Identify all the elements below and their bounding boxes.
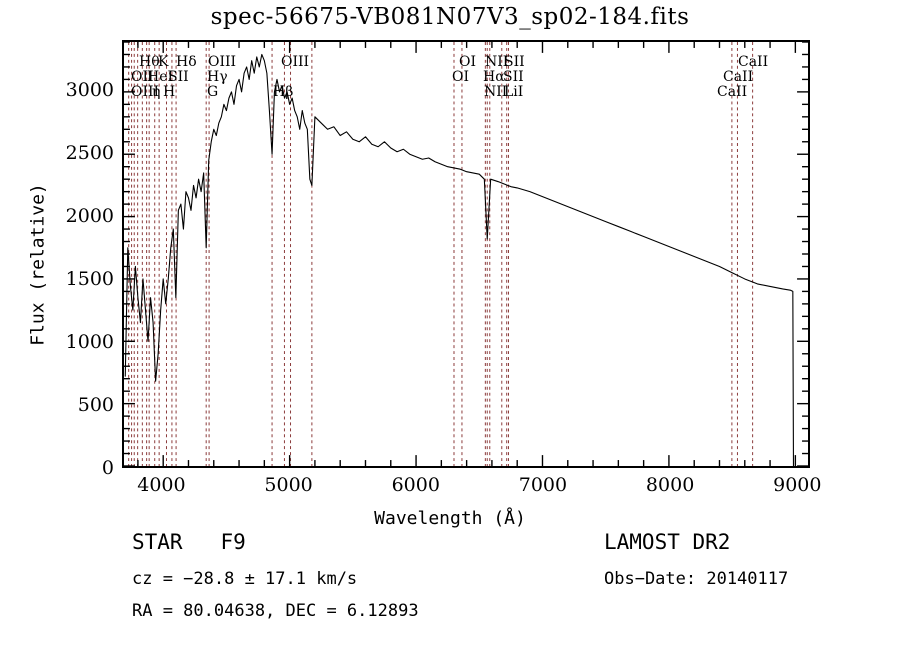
spectral-line-label: Hθ (139, 54, 160, 70)
spectral-line-label: NII (484, 84, 508, 100)
y-axis-title: Flux (relative) (27, 183, 49, 346)
spectral-line-label: OII (131, 69, 154, 85)
x-axis-title: Wavelength (Å) (374, 508, 526, 529)
x-tick-label: 4000 (137, 474, 186, 496)
spectrum-svg (124, 42, 808, 466)
x-tick-label: 9000 (773, 474, 822, 496)
spectral-line-label: SII (504, 54, 525, 70)
spectral-line-label: CaII (723, 69, 754, 85)
radial-velocity: cz = −28.8 ± 17.1 km/s (132, 569, 358, 589)
y-tick-label: 500 (77, 394, 114, 417)
spectral-line-label: OIII (208, 54, 237, 70)
y-tick-label: 3000 (65, 79, 114, 102)
y-tick-label: 2000 (65, 205, 114, 228)
y-tick-label: 2500 (65, 142, 114, 165)
spectral-line-label: OI (452, 69, 470, 85)
object-summary: STAR F9 (132, 530, 246, 554)
y-tick-label: 1500 (65, 268, 114, 291)
spectral-line-label: CaII (717, 84, 748, 100)
spectral-line-label: G (207, 84, 219, 100)
survey-name: LAMOST DR2 (604, 530, 731, 554)
spectral-line-label: Hβ (273, 84, 294, 100)
x-tick-label: 8000 (645, 474, 695, 496)
spectral-class: F9 (220, 530, 246, 554)
metadata-footer: STAR F9 cz = −28.8 ± 17.1 km/s RA = 80.0… (0, 528, 900, 648)
spectral-line-label: Hγ (207, 69, 228, 85)
page-title: spec-56675-VB081N07V3_sp02-184.fits (210, 4, 690, 30)
spectral-line-label: H (163, 84, 176, 100)
spectral-line-label: K (158, 54, 169, 70)
spectral-line-label: HeI (147, 69, 174, 85)
spectral-line-label: NII (485, 54, 509, 70)
spectral-line-label: LiI (504, 84, 524, 100)
spectral-line-label: SII (168, 69, 189, 85)
spectral-line-label: OIII (281, 54, 310, 70)
spectral-line-label: SII (503, 69, 524, 85)
x-tick-label: 7000 (518, 474, 568, 496)
spectral-line-label: CaII (738, 54, 769, 70)
object-type: STAR (132, 530, 183, 554)
x-tick-label: 5000 (264, 474, 313, 496)
axis-ticks (124, 42, 808, 466)
spectral-line-label: Hδ (176, 54, 197, 70)
observation-date: Obs−Date: 20140117 (604, 569, 789, 589)
coordinates: RA = 80.04638, DEC = 6.12893 (132, 601, 419, 621)
spectral-line-label: η (152, 84, 161, 100)
spectral-line-label: Hα (483, 69, 505, 85)
spectral-line-label: OIII (131, 84, 160, 100)
y-tick-label: 1000 (65, 331, 114, 354)
spectrum-plot (122, 40, 810, 468)
x-tick-label: 6000 (391, 474, 440, 496)
spectral-line-label: OI (459, 54, 477, 70)
spectrum-trace (124, 53, 795, 466)
spectral-line-markers (128, 42, 754, 466)
y-tick-label: 0 (101, 457, 114, 479)
